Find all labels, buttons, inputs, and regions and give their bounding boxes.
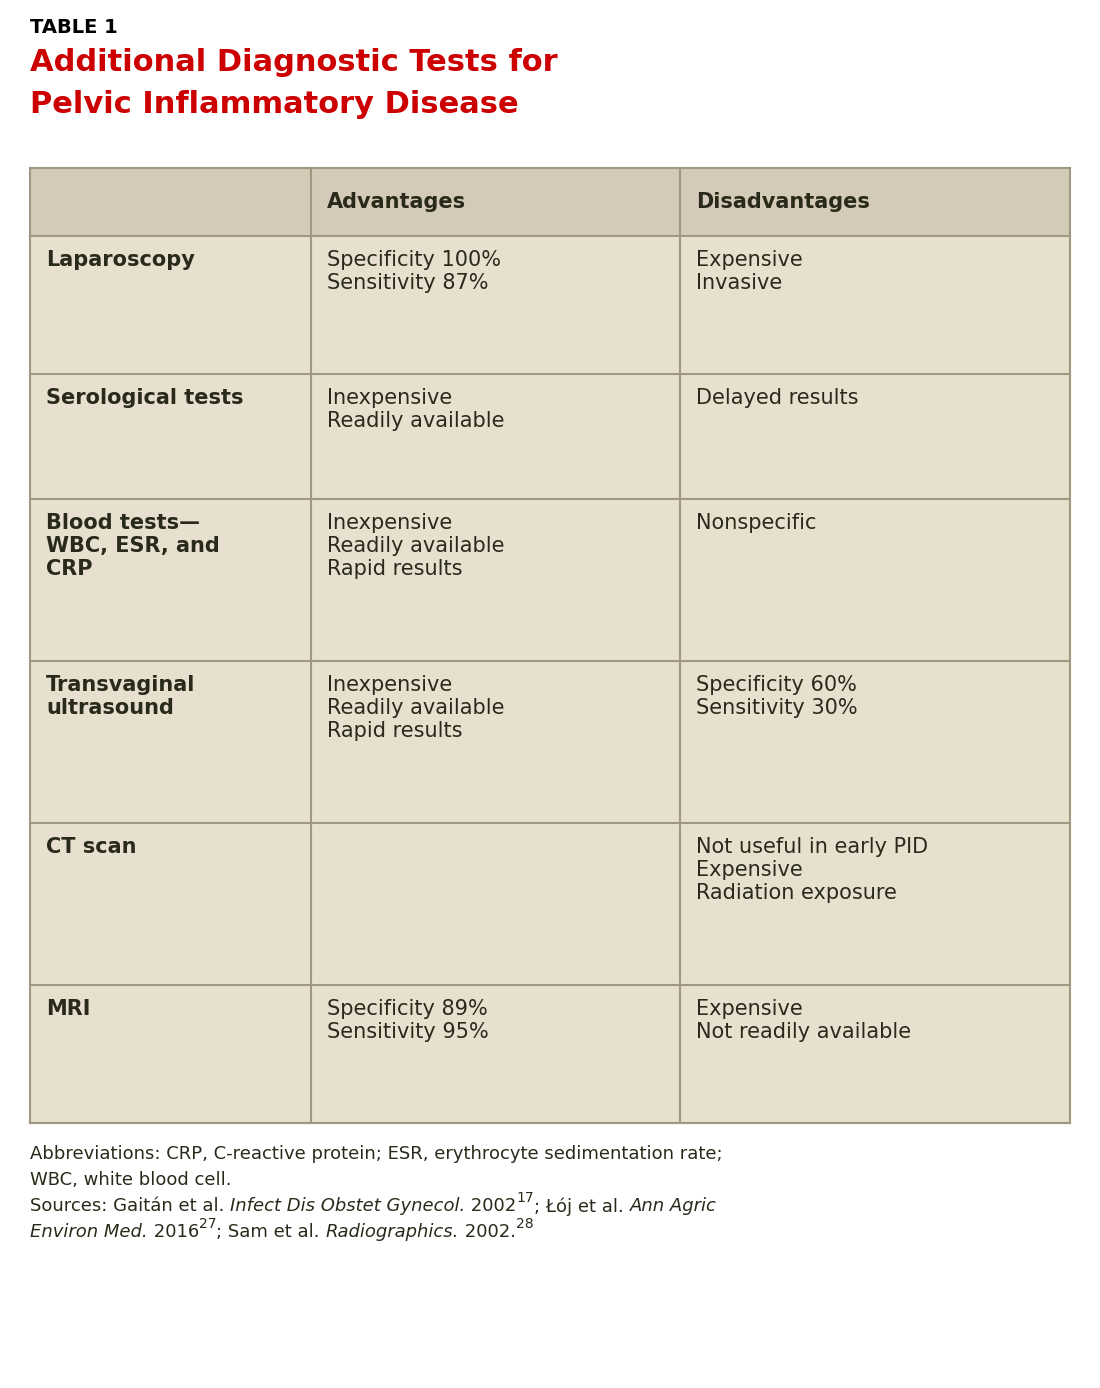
Text: Specificity 100%
Sensitivity 87%: Specificity 100% Sensitivity 87%	[327, 250, 500, 293]
Bar	[30, 168, 1070, 1123]
Text: TABLE 1: TABLE 1	[30, 18, 118, 37]
Text: Sources: Gaitán et al.: Sources: Gaitán et al.	[30, 1196, 230, 1214]
Text: Expensive
Invasive: Expensive Invasive	[696, 250, 803, 293]
Text: WBC, white blood cell.: WBC, white blood cell.	[30, 1171, 231, 1190]
Text: CT scan: CT scan	[46, 837, 136, 856]
Text: ; Łój et al.: ; Łój et al.	[535, 1196, 629, 1216]
Text: Specificity 60%
Sensitivity 30%: Specificity 60% Sensitivity 30%	[696, 675, 858, 718]
Text: Specificity 89%
Sensitivity 95%: Specificity 89% Sensitivity 95%	[327, 999, 488, 1042]
Text: Disadvantages: Disadvantages	[696, 192, 870, 212]
Text: Additional Diagnostic Tests for: Additional Diagnostic Tests for	[30, 49, 558, 76]
Text: 27: 27	[199, 1217, 217, 1231]
Text: Advantages: Advantages	[327, 192, 466, 212]
Text: Abbreviations: CRP, C-reactive protein; ESR, erythrocyte sedimentation rate;: Abbreviations: CRP, C-reactive protein; …	[30, 1145, 723, 1163]
Text: Expensive
Not readily available: Expensive Not readily available	[696, 999, 911, 1042]
Text: Radiographics.: Radiographics.	[326, 1223, 459, 1241]
Text: Infect Dis Obstet Gynecol.: Infect Dis Obstet Gynecol.	[230, 1196, 465, 1214]
Text: Delayed results: Delayed results	[696, 389, 858, 408]
Text: Laparoscopy: Laparoscopy	[46, 250, 195, 271]
Text: Blood tests—
WBC, ESR, and
CRP: Blood tests— WBC, ESR, and CRP	[46, 514, 220, 579]
Text: Serological tests: Serological tests	[46, 389, 243, 408]
Bar	[30, 168, 1070, 236]
Text: 17: 17	[517, 1191, 535, 1205]
Text: Not useful in early PID
Expensive
Radiation exposure: Not useful in early PID Expensive Radiat…	[696, 837, 928, 904]
Text: 2016: 2016	[147, 1223, 199, 1241]
Text: Pelvic Inflammatory Disease: Pelvic Inflammatory Disease	[30, 90, 518, 119]
Text: Inexpensive
Readily available: Inexpensive Readily available	[327, 389, 504, 432]
Text: Inexpensive
Readily available
Rapid results: Inexpensive Readily available Rapid resu…	[327, 675, 504, 741]
Text: ; Sam et al.: ; Sam et al.	[217, 1223, 326, 1241]
Text: MRI: MRI	[46, 999, 90, 1019]
Text: Inexpensive
Readily available
Rapid results: Inexpensive Readily available Rapid resu…	[327, 514, 504, 579]
Text: 28: 28	[516, 1217, 534, 1231]
Text: Nonspecific: Nonspecific	[696, 514, 816, 533]
Text: 2002.: 2002.	[459, 1223, 516, 1241]
Text: 2002: 2002	[465, 1196, 517, 1214]
Text: Ann Agric: Ann Agric	[629, 1196, 716, 1214]
Text: Environ Med.: Environ Med.	[30, 1223, 147, 1241]
Text: Transvaginal
ultrasound: Transvaginal ultrasound	[46, 675, 196, 718]
